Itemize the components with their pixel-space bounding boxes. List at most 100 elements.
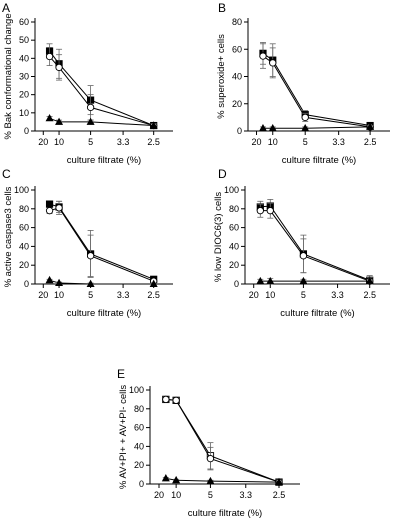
chart-panel-b: B 0 20 40 60 80 20 10 5 3.3 2.5 culture filtrate (%…: [216, 1, 390, 166]
y-tick-label: 80: [229, 204, 239, 214]
series-line: [49, 203, 154, 280]
x-tick-label: 2.5: [363, 290, 376, 300]
series-circle-open: [259, 43, 374, 131]
series-line: [49, 50, 154, 127]
series-line: [260, 210, 370, 282]
series-line: [262, 55, 371, 128]
data-point: [269, 59, 277, 67]
series-circle-open: [45, 200, 158, 285]
series-triangle-filled: [256, 276, 374, 285]
y-tick-label: 0: [139, 479, 144, 489]
x-tick-label: 3.3: [331, 290, 344, 300]
x-tick-label: 2.5: [147, 290, 160, 300]
panel-letter: E: [117, 367, 125, 381]
series-circle-open: [162, 395, 283, 486]
chart-panel-e: E 0 20 40 60 80 100 20 10 5 3.3 2.5 culture filtrate…: [117, 367, 300, 519]
data-point: [55, 204, 63, 212]
data-point: [365, 276, 374, 285]
data-point: [206, 454, 215, 463]
y-tick-label: 20: [229, 260, 239, 270]
series-line: [260, 205, 370, 281]
x-tick-label: 10: [268, 137, 278, 147]
x-axis-label: culture filtrate (%): [67, 155, 141, 166]
data-point: [258, 123, 267, 132]
data-point: [149, 279, 158, 288]
series-circle-open: [256, 202, 374, 285]
x-axis-label: culture filtrate (%): [282, 155, 356, 166]
y-tick-label: 20: [232, 99, 242, 109]
series-triangle-filled: [161, 474, 284, 486]
y-tick-label: 80: [134, 404, 144, 414]
chart-panel-d: D 0 20 40 60 80 100 20 10 5 3.3 2.5 culture filtrate…: [213, 167, 390, 319]
y-tick-label: 100: [224, 185, 239, 195]
data-point: [266, 207, 274, 215]
x-tick-label: 5: [88, 290, 93, 300]
data-point: [256, 276, 265, 285]
data-point: [259, 52, 267, 60]
data-point: [86, 279, 95, 288]
x-tick-label: 10: [171, 490, 181, 500]
y-axis-label: % AV+PI+ + AV+PI- cells: [118, 385, 129, 489]
x-tick-label: 20: [249, 290, 259, 300]
y-tick-label: 40: [19, 241, 29, 251]
data-point: [274, 477, 284, 486]
y-tick-label: 40: [19, 53, 29, 63]
panel-letter: A: [2, 1, 10, 15]
data-point: [55, 117, 64, 125]
data-point: [45, 200, 54, 208]
x-tick-label: 2.5: [364, 137, 377, 147]
x-tick-label: 5: [88, 137, 93, 147]
data-point: [256, 207, 264, 215]
y-tick-label: 0: [237, 126, 242, 136]
y-tick-label: 100: [14, 185, 29, 195]
x-axis-label: culture filtrate (%): [67, 308, 141, 319]
series-square-open: [162, 395, 283, 486]
data-point: [301, 113, 309, 122]
x-tick-label: 3.3: [117, 137, 130, 147]
y-axis-label: % superoxide+ cells: [216, 34, 227, 119]
data-point: [299, 276, 308, 285]
series-line: [262, 126, 371, 129]
data-point: [86, 117, 95, 125]
panel-letter: C: [2, 167, 11, 181]
y-tick-label: 20: [19, 260, 29, 270]
series-line: [49, 117, 154, 127]
x-tick-label: 5: [301, 290, 306, 300]
data-point: [45, 52, 54, 61]
x-tick-label: 2.5: [273, 490, 286, 500]
y-tick-label: 0: [24, 279, 29, 289]
data-point: [45, 207, 54, 215]
x-tick-label: 20: [252, 137, 262, 147]
series-square-filled: [256, 198, 374, 285]
x-tick-label: 3.3: [117, 290, 130, 300]
data-point: [299, 252, 308, 260]
y-tick-label: 60: [19, 223, 29, 233]
y-tick-label: 0: [24, 126, 29, 136]
y-tick-label: 60: [229, 223, 239, 233]
y-tick-label: 20: [19, 90, 29, 100]
y-tick-label: 60: [134, 423, 144, 433]
data-point: [206, 476, 215, 485]
y-axis-label: % Bak conformational change: [3, 13, 14, 139]
data-point: [161, 474, 170, 482]
y-tick-label: 60: [19, 17, 29, 27]
x-axis-label: culture filtrate (%): [280, 308, 354, 319]
x-tick-label: 20: [38, 137, 48, 147]
series-circle-open: [45, 47, 158, 130]
data-point: [86, 252, 95, 260]
data-point: [172, 475, 181, 484]
data-point: [45, 275, 54, 284]
x-axis-label: culture filtrate (%): [188, 508, 262, 519]
series-line: [165, 398, 280, 483]
data-point: [172, 396, 180, 404]
panel-letter: D: [218, 167, 227, 181]
x-tick-label: 20: [154, 490, 164, 500]
y-axis-label: % active caspase3 cells: [3, 186, 14, 287]
series-triangle-filled: [45, 113, 158, 129]
series-triangle-filled: [258, 122, 375, 132]
series-square-filled: [259, 42, 374, 130]
y-tick-label: 0: [234, 279, 239, 289]
panel-letter: B: [218, 1, 226, 15]
data-point: [301, 123, 310, 132]
